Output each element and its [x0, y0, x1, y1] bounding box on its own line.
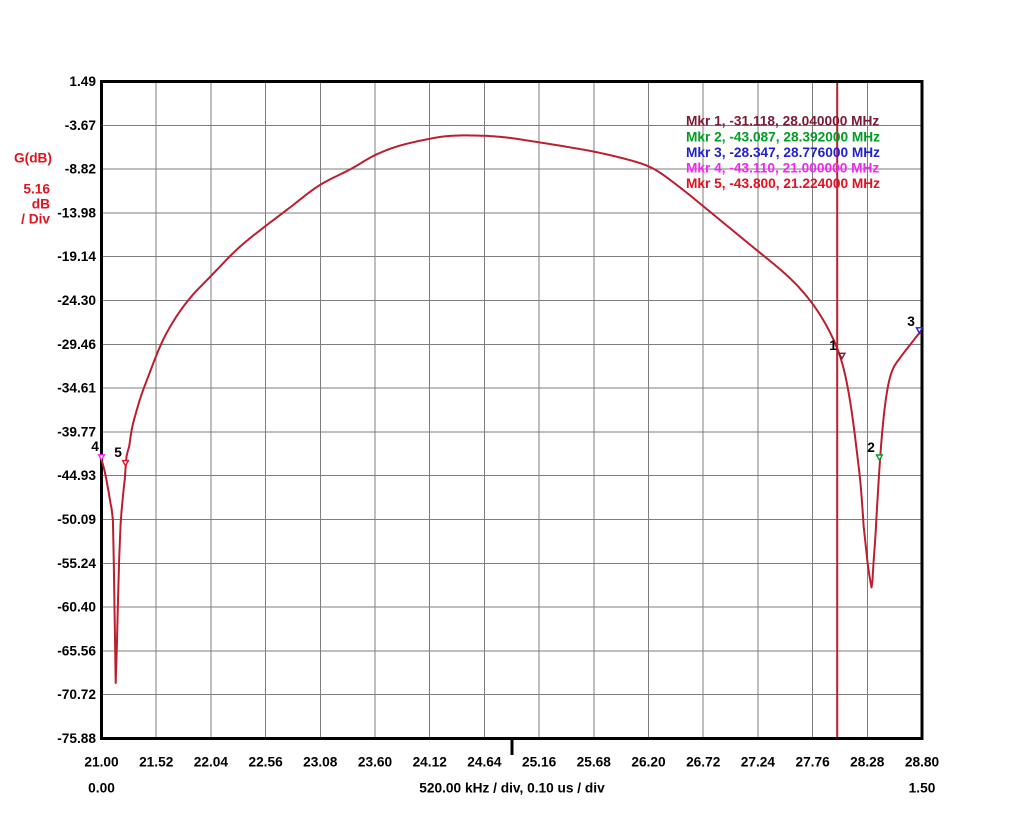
svg-text:5: 5	[114, 445, 122, 460]
svg-text:24.64: 24.64	[467, 755, 502, 770]
svg-text:4: 4	[91, 439, 99, 454]
svg-text:28.28: 28.28	[850, 755, 885, 770]
svg-text:21.52: 21.52	[139, 755, 174, 770]
svg-text:-13.98: -13.98	[57, 205, 96, 220]
svg-text:-50.09: -50.09	[57, 512, 96, 527]
svg-text:1.50: 1.50	[909, 781, 936, 796]
svg-text:-24.30: -24.30	[57, 293, 96, 308]
svg-text:-60.40: -60.40	[57, 600, 96, 615]
svg-text:-29.46: -29.46	[57, 337, 96, 352]
svg-text:23.60: 23.60	[358, 755, 393, 770]
svg-text:-70.72: -70.72	[57, 687, 96, 702]
svg-text:-39.77: -39.77	[57, 424, 96, 439]
svg-text:G(dB): G(dB)	[14, 151, 52, 166]
svg-text:26.72: 26.72	[686, 755, 721, 770]
svg-text:0.00: 0.00	[88, 781, 115, 796]
svg-text:2: 2	[867, 440, 875, 455]
svg-text:Mkr 2, -43.087, 28.392000 MHz: Mkr 2, -43.087, 28.392000 MHz	[686, 129, 880, 144]
svg-text:-75.88: -75.88	[57, 731, 96, 746]
svg-text:Mkr 4, -43.110, 21.000000 MHz: Mkr 4, -43.110, 21.000000 MHz	[686, 161, 879, 176]
svg-text:-55.24: -55.24	[57, 556, 96, 571]
svg-text:28.80: 28.80	[905, 755, 940, 770]
svg-text:-3.67: -3.67	[65, 118, 97, 133]
svg-text:Mkr 1, -31.118, 28.040000 MHz: Mkr 1, -31.118, 28.040000 MHz	[686, 114, 879, 129]
svg-text:Mkr 5, -43.800, 21.224000 MHz: Mkr 5, -43.800, 21.224000 MHz	[686, 176, 880, 191]
svg-text:dB: dB	[32, 197, 50, 212]
svg-text:23.08: 23.08	[303, 755, 338, 770]
svg-text:1: 1	[829, 338, 837, 353]
svg-text:-34.61: -34.61	[57, 381, 96, 396]
svg-text:25.16: 25.16	[522, 755, 557, 770]
svg-text:22.56: 22.56	[248, 755, 283, 770]
svg-text:-8.82: -8.82	[65, 162, 97, 177]
svg-text:24.12: 24.12	[413, 755, 448, 770]
svg-text:25.68: 25.68	[577, 755, 612, 770]
svg-text:3: 3	[907, 314, 915, 329]
svg-text:Mkr 3, -28.347, 28.776000 MHz: Mkr 3, -28.347, 28.776000 MHz	[686, 145, 880, 160]
svg-text:-19.14: -19.14	[57, 249, 96, 264]
svg-text:-65.56: -65.56	[57, 643, 96, 658]
svg-text:27.76: 27.76	[795, 755, 830, 770]
svg-text:520.00 kHz / div, 0.10 us / di: 520.00 kHz / div, 0.10 us / div	[419, 781, 605, 796]
svg-text:/ Div: / Div	[21, 212, 50, 227]
svg-text:1.49: 1.49	[69, 74, 96, 89]
svg-text:22.04: 22.04	[194, 755, 229, 770]
svg-text:21.00: 21.00	[84, 755, 119, 770]
svg-text:-44.93: -44.93	[57, 468, 96, 483]
svg-text:27.24: 27.24	[741, 755, 776, 770]
svg-text:26.20: 26.20	[631, 755, 666, 770]
svg-text:5.16: 5.16	[23, 182, 50, 197]
